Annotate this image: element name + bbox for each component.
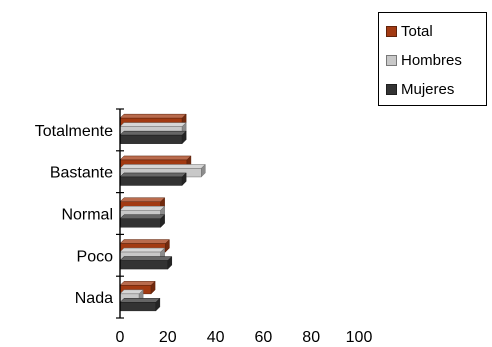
bar-end-face	[155, 297, 161, 312]
legend-label-total: Total	[401, 22, 433, 40]
bars	[119, 113, 206, 312]
bar-top-face	[119, 164, 206, 169]
bar-top-face	[119, 247, 166, 253]
legend-item-hombres: Hombres	[386, 51, 462, 69]
bar-end-face	[167, 255, 173, 270]
x-tick-label-0: 0	[116, 329, 125, 346]
axes	[116, 108, 124, 319]
x-tick-label-20: 20	[159, 329, 177, 346]
bar-front-face	[119, 218, 161, 228]
bar-end-face	[160, 214, 165, 228]
bar-top-face	[119, 197, 166, 202]
legend-swatch-mujeres	[386, 83, 397, 95]
bar-end-face	[201, 163, 206, 178]
legend-item-total: Total	[386, 22, 433, 40]
bar-top-face	[119, 206, 166, 211]
y-tick-label-poco: Poco	[77, 248, 114, 265]
bar-top-face	[119, 214, 166, 219]
bar-end-face	[150, 280, 156, 295]
bar-top-face	[119, 130, 187, 136]
bar-front-face	[119, 134, 183, 144]
legend-swatch-hombres	[386, 54, 397, 66]
bar-top-face	[119, 155, 192, 161]
bar-top-face	[119, 113, 187, 119]
x-tick-label-100: 100	[346, 329, 373, 346]
bar-top-face	[119, 122, 187, 127]
legend: Total Hombres Mujeres	[378, 12, 487, 106]
legend-item-mujeres: Mujeres	[386, 80, 454, 98]
bar-top-face	[119, 172, 187, 178]
bar-front-face	[119, 260, 169, 270]
x-tick-label-80: 80	[302, 329, 320, 346]
legend-label-mujeres: Mujeres	[401, 80, 455, 98]
bar-front-face	[119, 302, 157, 312]
bar-mujeres-bastante	[119, 172, 187, 187]
bar-top-face	[119, 239, 171, 244]
bar-end-face	[165, 238, 170, 253]
bar-end-face	[181, 130, 187, 145]
bar-top-face	[119, 298, 161, 303]
y-tick-label-normal: Normal	[61, 207, 113, 224]
x-tick-label-60: 60	[255, 329, 273, 346]
y-tick-label-bastante: Bastante	[50, 165, 113, 182]
y-tick-label-nada: Nada	[75, 290, 113, 307]
y-tick-label-totalmente: Totalmente	[35, 123, 113, 140]
bar-top-face	[119, 281, 156, 286]
bar-top-face	[119, 256, 173, 261]
tick-labels: Totalmente Bastante Normal Poco Nada 0 20 40 60 8…	[35, 123, 373, 346]
legend-swatch-total	[386, 25, 397, 37]
legend-label-hombres: Hombres	[401, 51, 462, 69]
bar-end-face	[181, 172, 187, 187]
bar-mujeres-nada	[119, 297, 161, 312]
bar-mujeres-poco	[119, 255, 173, 270]
bar-front-face	[119, 176, 183, 186]
bar-mujeres-normal	[119, 214, 166, 228]
bar-mujeres-totalmente	[119, 130, 187, 145]
x-tick-label-40: 40	[207, 329, 225, 346]
